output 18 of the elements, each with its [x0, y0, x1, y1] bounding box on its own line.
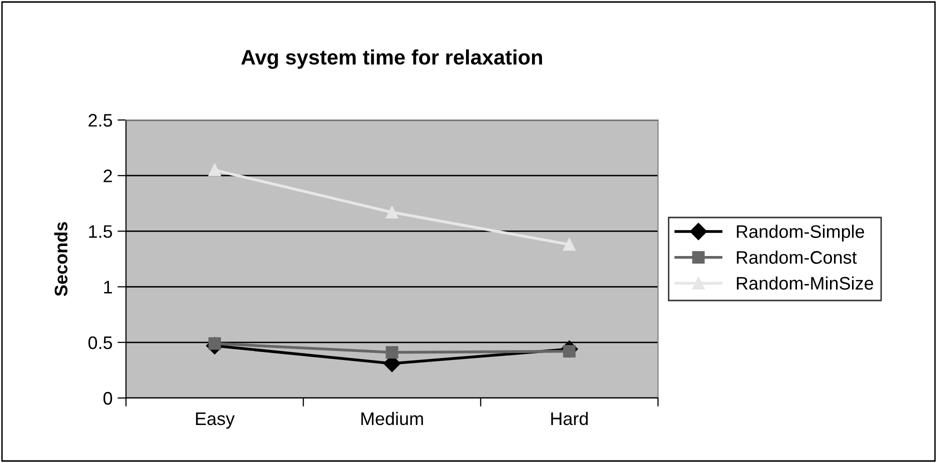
y-tick-label: 1 — [104, 280, 112, 294]
x-tick-label: Easy — [196, 412, 235, 429]
legend-label: Random-Simple — [736, 224, 864, 242]
chart-title: Avg system time for relaxation — [241, 49, 542, 69]
y-tick-label: 2 — [104, 170, 112, 182]
legend-label: Random-MinSize — [736, 276, 874, 290]
point — [563, 238, 576, 251]
point — [386, 206, 398, 219]
point — [208, 164, 221, 176]
y-tick-label: 1.5 — [89, 225, 112, 238]
y-axis-title: Seconds — [54, 222, 68, 296]
y-tick-label: 2.5 — [88, 114, 112, 127]
point — [386, 346, 398, 359]
legend-label: Random-Const — [736, 250, 857, 264]
x-tick-label: Hard — [551, 412, 588, 426]
y-tick-label: 0 — [103, 392, 112, 405]
x-tick-label: Medium — [361, 412, 423, 426]
y-tick-label: 0.5 — [88, 336, 112, 350]
